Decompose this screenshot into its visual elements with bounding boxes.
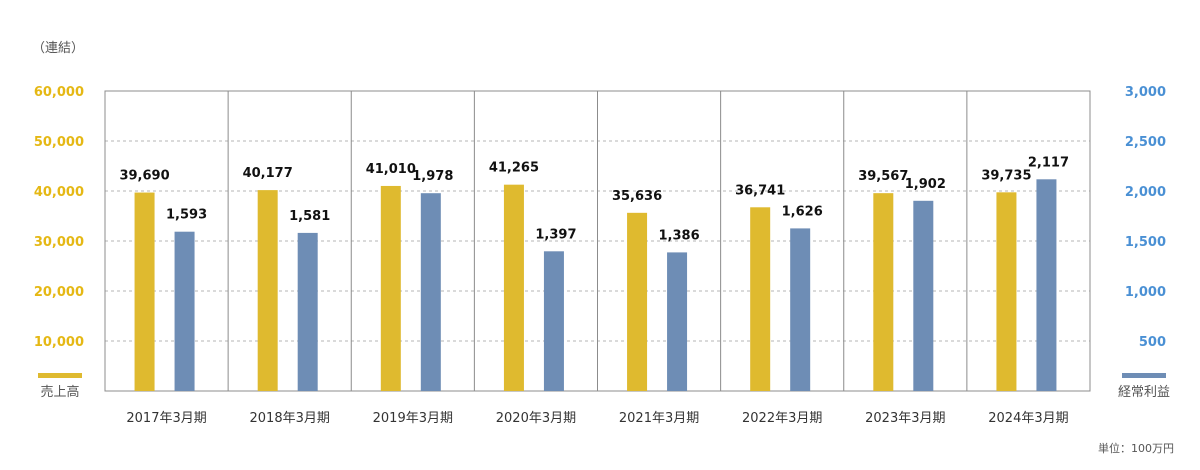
data-label-sales-1: 40,177: [243, 166, 293, 181]
bar-ordinary-profit-4: [667, 252, 688, 391]
x-tick-label-1: 2018年3月期: [250, 411, 330, 426]
data-label-sales-4: 35,636: [612, 189, 662, 204]
y-left-tick-label-3: 40,000: [34, 185, 84, 200]
data-label-sales-7: 39,735: [981, 168, 1031, 183]
legend-swatch-ordinary-profit: [1122, 373, 1166, 378]
bar-sales-5: [750, 207, 771, 391]
x-tick-label-7: 2024年3月期: [988, 411, 1068, 426]
y-left-tick-label-4: 50,000: [34, 135, 84, 150]
grid: [105, 91, 1090, 391]
y-right-tick-label-2: 1,500: [1125, 235, 1166, 250]
bar-sales-7: [996, 192, 1017, 391]
y-right-tick-label-4: 2,500: [1125, 135, 1166, 150]
data-label-ordinary-profit-1: 1,581: [289, 209, 330, 224]
bar-ordinary-profit-0: [174, 231, 195, 391]
legend: 売上高 経常利益: [38, 373, 1170, 400]
legend-swatch-sales: [38, 373, 82, 378]
bar-ordinary-profit-5: [790, 228, 811, 391]
x-tick-label-3: 2020年3月期: [496, 411, 576, 426]
data-label-ordinary-profit-3: 1,397: [535, 227, 576, 242]
x-tick-label-4: 2021年3月期: [619, 411, 699, 426]
y-left-tick-label-1: 20,000: [34, 285, 84, 300]
data-label-sales-2: 41,010: [366, 162, 416, 177]
data-label-ordinary-profit-4: 1,386: [659, 228, 700, 243]
x-tick-label-5: 2022年3月期: [742, 411, 822, 426]
unit-note: 単位：100万円: [1098, 441, 1174, 455]
bar-ordinary-profit-1: [297, 232, 318, 391]
bar-sales-3: [503, 184, 524, 391]
bar-sales-2: [380, 185, 401, 391]
x-tick-label-6: 2023年3月期: [865, 411, 945, 426]
data-label-ordinary-profit-0: 1,593: [166, 208, 207, 223]
bar-ordinary-profit-3: [543, 251, 564, 391]
y-right-tick-label-0: 500: [1139, 335, 1166, 350]
bar-ordinary-profit-6: [913, 200, 934, 391]
bar-sales-6: [873, 193, 894, 391]
legend-label-sales: 売上高: [40, 384, 79, 400]
y-left-tick-label-5: 60,000: [34, 85, 84, 100]
bar-ordinary-profit-7: [1036, 179, 1057, 391]
y-left-tick-label-2: 30,000: [34, 235, 84, 250]
consolidated-note: （連結）: [32, 41, 84, 56]
bar-sales-0: [134, 192, 155, 391]
data-label-sales-0: 39,690: [119, 169, 169, 184]
data-label-ordinary-profit-7: 2,117: [1028, 155, 1069, 170]
x-tick-label-0: 2017年3月期: [126, 411, 206, 426]
data-label-sales-6: 39,567: [858, 169, 908, 184]
bar-sales-1: [257, 190, 278, 391]
data-label-ordinary-profit-6: 1,902: [905, 177, 946, 192]
data-label-sales-5: 36,741: [735, 183, 785, 198]
y-right-tick-label-3: 2,000: [1125, 185, 1166, 200]
y-left-tick-label-0: 10,000: [34, 335, 84, 350]
bar-sales-4: [627, 212, 648, 391]
data-label-ordinary-profit-5: 1,626: [782, 204, 823, 219]
y-right-tick-label-1: 1,000: [1125, 285, 1166, 300]
x-tick-label-2: 2019年3月期: [373, 411, 453, 426]
legend-label-ordinary-profit: 経常利益: [1118, 385, 1170, 400]
plot-frame: [104, 90, 1091, 392]
y-right-tick-label-5: 3,000: [1125, 85, 1166, 100]
data-label-sales-3: 41,265: [489, 161, 539, 176]
data-label-ordinary-profit-2: 1,978: [412, 169, 453, 184]
bar-ordinary-profit-2: [420, 193, 441, 391]
bars: [134, 179, 1057, 391]
axes: 10,000 20,000 30,000 40,000 50,000 60,000 500 1…: [34, 85, 1166, 426]
